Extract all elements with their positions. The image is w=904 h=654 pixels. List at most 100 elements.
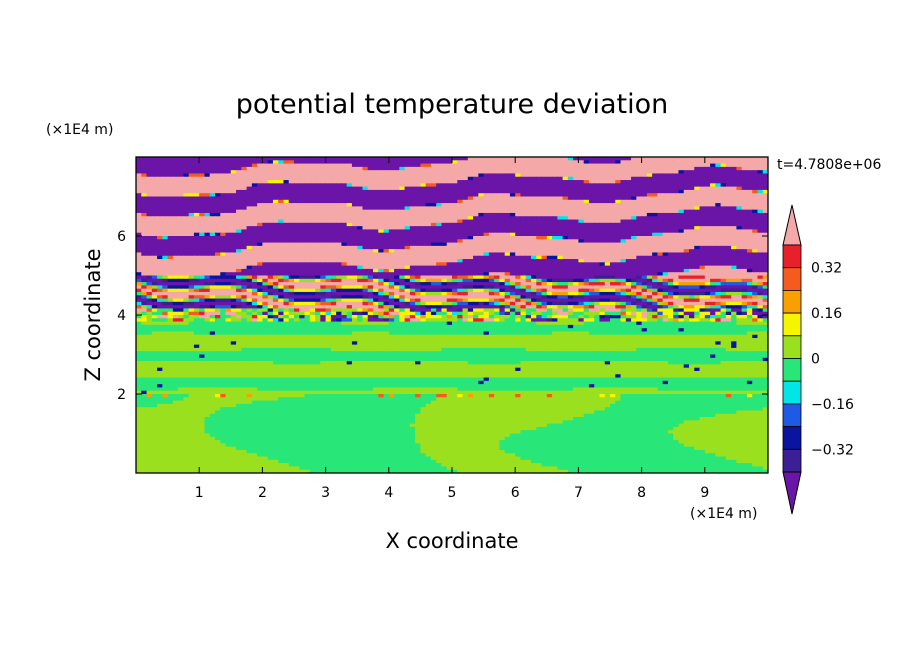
contour-cell <box>362 196 369 201</box>
contour-cell <box>294 176 300 181</box>
contour-cell <box>657 278 664 283</box>
contour-cell <box>757 262 764 267</box>
contour-cell <box>457 189 464 194</box>
contour-cell <box>725 196 732 201</box>
contour-cell <box>446 199 453 204</box>
contour-cell <box>225 278 232 283</box>
contour-cell <box>294 160 300 165</box>
contour-cell <box>683 252 690 257</box>
contour-cell <box>746 180 753 184</box>
contour-cell <box>388 199 395 204</box>
contour-cell <box>404 262 411 267</box>
contour-cell <box>183 265 190 270</box>
contour-cell <box>425 249 432 254</box>
contour-cell <box>167 249 174 254</box>
contour-cell <box>351 229 358 234</box>
contour-cell <box>689 163 695 168</box>
contour-cell <box>720 193 727 198</box>
contour-cell <box>452 282 458 286</box>
contour-cell <box>678 173 685 178</box>
contour-cell <box>193 232 200 237</box>
contour-cell <box>504 229 511 234</box>
contour-cell <box>710 170 716 175</box>
contour-cell <box>430 252 437 257</box>
contour-cell <box>652 236 658 240</box>
contour-cell <box>541 173 548 178</box>
contour-cell <box>646 196 653 201</box>
contour-cell <box>625 170 632 175</box>
contour-cell <box>209 229 216 234</box>
contour-cell <box>341 226 348 231</box>
contour-cell <box>162 232 169 237</box>
contour-cell <box>278 245 285 250</box>
contour-cell <box>283 183 290 188</box>
contour-cell <box>499 173 506 178</box>
contour-cell <box>409 236 416 240</box>
contour-cell <box>567 288 574 293</box>
contour-cell <box>351 199 358 204</box>
contour-cell <box>267 176 274 181</box>
contour-cell <box>704 196 711 201</box>
contour-cell <box>257 278 263 283</box>
contour-cell <box>631 229 637 234</box>
contour-cell <box>562 216 569 221</box>
contour-cell <box>736 212 743 217</box>
contour-cell <box>546 189 553 194</box>
contour-cell <box>636 206 643 211</box>
contour-cell <box>557 255 564 260</box>
contour-cell <box>762 166 768 171</box>
contour-cell <box>525 285 532 290</box>
contour-cell <box>178 249 184 254</box>
contour-cell <box>257 285 263 290</box>
contour-cell <box>209 209 216 214</box>
contour-cell <box>209 282 216 286</box>
contour-cell <box>736 282 743 286</box>
contour-cell <box>267 252 274 257</box>
contour-cell <box>136 222 142 227</box>
contour-cell <box>678 285 685 290</box>
contour-cell <box>172 176 179 181</box>
contour-cell <box>346 183 353 188</box>
contour-cell <box>215 255 221 260</box>
contour-cell <box>752 232 759 237</box>
contour-cell <box>567 275 574 280</box>
contour-cell <box>294 199 300 204</box>
contour-cell <box>294 163 300 168</box>
contour-cell <box>304 209 311 214</box>
contour-cell <box>309 272 316 277</box>
contour-cell <box>720 206 727 211</box>
contour-cell <box>689 160 695 165</box>
contour-cell <box>478 265 485 270</box>
contour-cell <box>604 186 611 191</box>
contour-cell <box>536 285 543 290</box>
contour-cell <box>320 180 327 184</box>
contour-cell <box>636 199 643 204</box>
contour-cell <box>725 189 732 194</box>
contour-cell <box>615 212 622 217</box>
contour-cell <box>446 183 453 188</box>
contour-cell <box>336 245 342 250</box>
contour-cell <box>657 275 664 280</box>
contour-cell <box>336 236 342 240</box>
contour-cell <box>251 242 258 247</box>
contour-cell <box>162 222 169 227</box>
contour-cell <box>430 232 437 237</box>
contour-cell <box>188 265 195 270</box>
contour-cell <box>757 255 764 260</box>
contour-cell <box>188 203 195 207</box>
contour-cell <box>657 183 664 188</box>
contour-cell <box>251 259 258 263</box>
contour-cell <box>746 229 753 234</box>
contour-cell <box>204 255 211 260</box>
contour-cell <box>157 212 163 217</box>
contour-cell <box>441 222 448 227</box>
contour-cell <box>509 166 516 171</box>
contour-cell <box>225 166 232 171</box>
contour-cell <box>357 259 364 263</box>
contour-cell <box>167 193 174 198</box>
contour-cell <box>525 173 532 178</box>
contour-cell <box>383 249 390 254</box>
contour-cell <box>762 245 768 250</box>
contour-cell <box>204 216 211 221</box>
contour-cell <box>336 252 342 257</box>
